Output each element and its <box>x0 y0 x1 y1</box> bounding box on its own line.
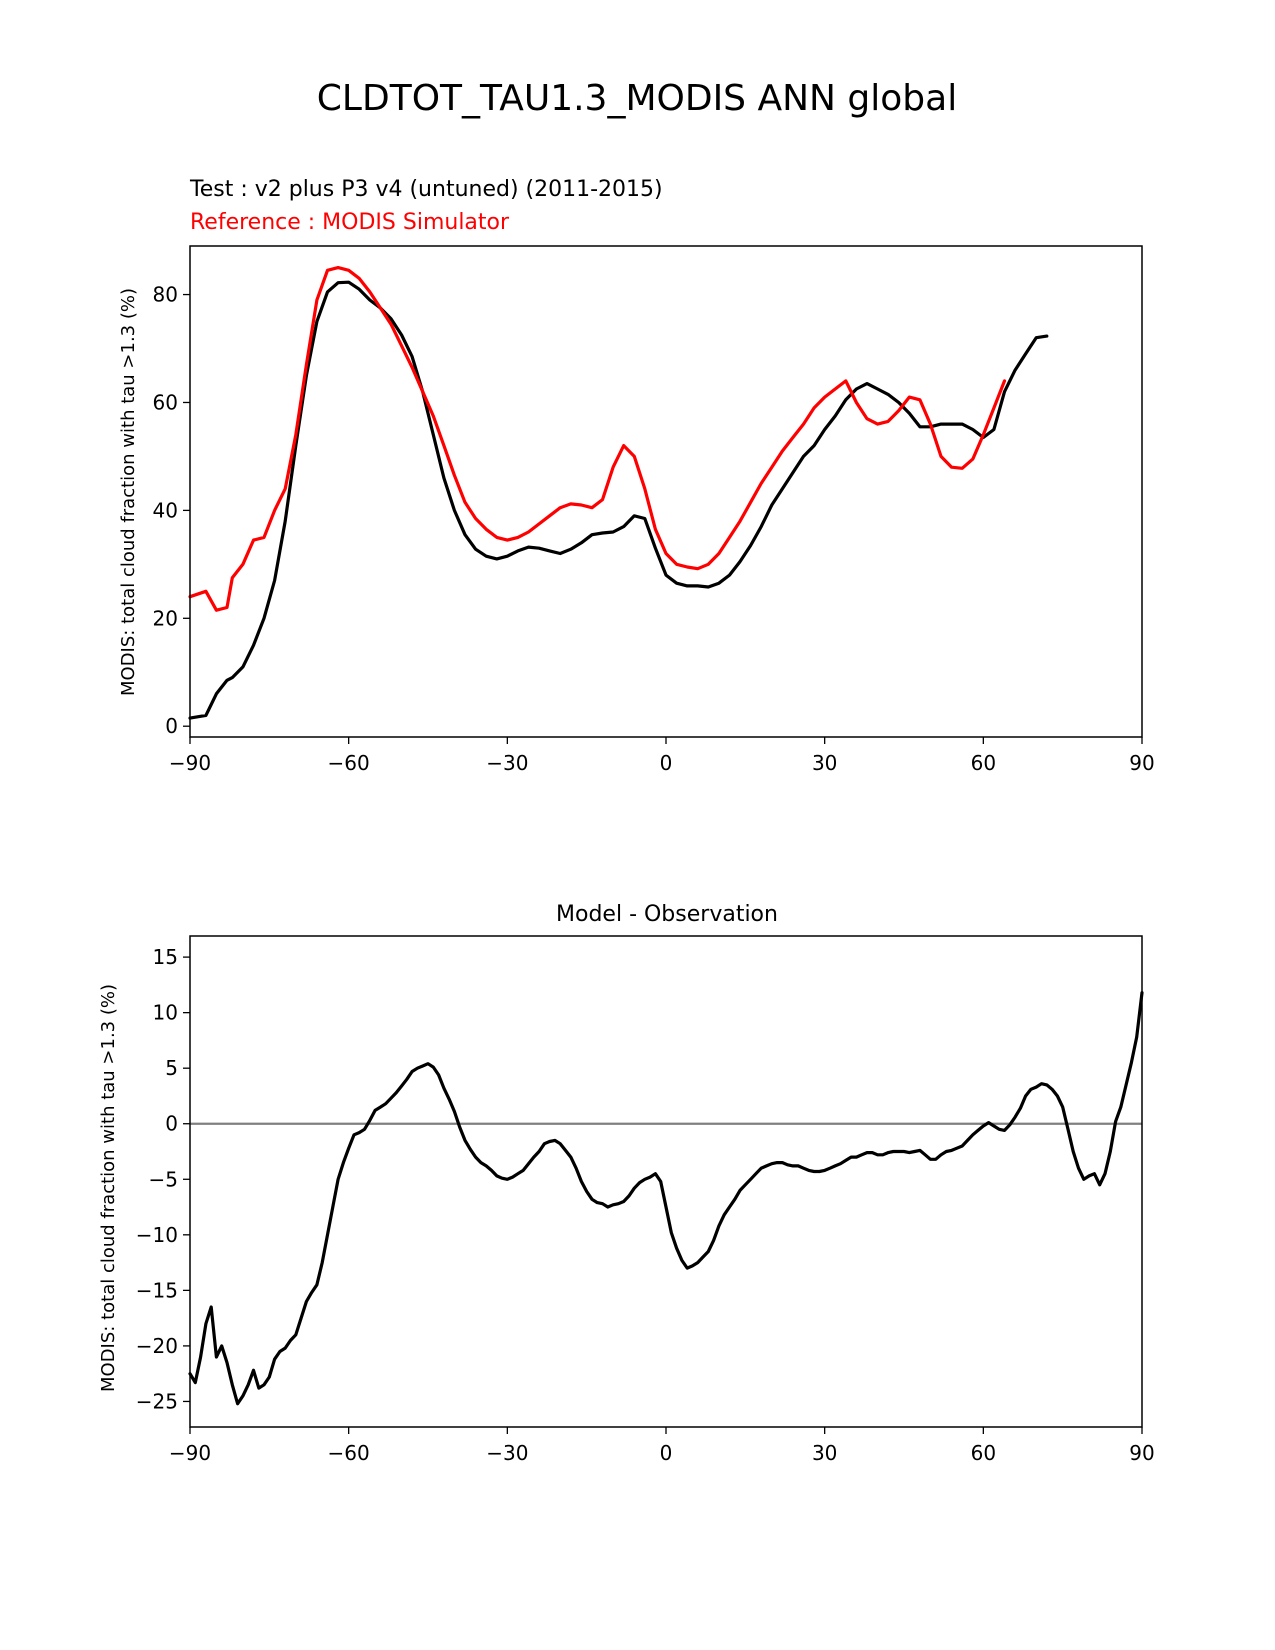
y-tick-label: −5 <box>149 1167 178 1191</box>
y-tick-label: 5 <box>165 1056 178 1080</box>
x-tick-label: −30 <box>486 751 528 775</box>
x-tick-label: 60 <box>971 1441 996 1465</box>
y-tick-label: −15 <box>136 1278 178 1302</box>
test-label: Test : v2 plus P3 v4 (untuned) (2011-201… <box>189 177 663 202</box>
y-tick-label: 20 <box>153 606 178 630</box>
x-tick-label: −60 <box>328 751 370 775</box>
x-tick-label: 90 <box>1129 1441 1154 1465</box>
x-tick-label: −30 <box>486 1441 528 1465</box>
y-tick-label: 80 <box>153 283 178 307</box>
bottom-chart-marks: −90 −60 −30 0 30 60 90 −25 −20 −15 −10 −5 0 5 10 15 <box>136 935 1155 1465</box>
bottom-panel: Model - Observation MODIS: total cloud f… <box>98 902 1155 1465</box>
y-tick-label: 15 <box>153 945 178 969</box>
y-axis-label-bottom: MODIS: total cloud fraction with tau >1.… <box>98 984 119 1392</box>
y-tick-label: −10 <box>136 1223 178 1247</box>
y-axis-label-top: MODIS: total cloud fraction with tau >1.… <box>118 288 139 696</box>
y-tick-label: 40 <box>153 498 178 522</box>
x-tick-label: −90 <box>169 1441 211 1465</box>
top-panel: Test : v2 plus P3 v4 (untuned) (2011-201… <box>118 177 1155 775</box>
top-chart-marks: −90 −60 −30 0 30 60 90 0 20 40 60 80 <box>153 245 1155 775</box>
plot-frame <box>189 935 1143 1428</box>
test-series-line <box>188 280 1049 720</box>
y-tick-label: 10 <box>153 1001 178 1025</box>
plot-frame <box>189 245 1143 738</box>
difference-title: Model - Observation <box>556 902 778 927</box>
y-tick-label: 0 <box>165 1112 178 1136</box>
x-tick-label: 30 <box>812 751 837 775</box>
x-tick-label: −60 <box>328 1441 370 1465</box>
reference-series-line <box>188 266 1007 612</box>
x-tick-label: 0 <box>660 751 673 775</box>
figure-suptitle: CLDTOT_TAU1.3_MODIS ANN global <box>317 78 957 119</box>
y-tick-label: −20 <box>136 1334 178 1358</box>
x-tick-label: 60 <box>971 751 996 775</box>
y-tick-label: −25 <box>136 1389 178 1413</box>
y-tick-label: 60 <box>153 390 178 414</box>
reference-label: Reference : MODIS Simulator <box>190 210 510 235</box>
x-tick-label: 30 <box>812 1441 837 1465</box>
x-tick-label: 0 <box>660 1441 673 1465</box>
difference-series-line <box>188 991 1144 1406</box>
y-tick-label: 0 <box>165 714 178 738</box>
x-tick-label: −90 <box>169 751 211 775</box>
x-tick-label: 90 <box>1129 751 1154 775</box>
